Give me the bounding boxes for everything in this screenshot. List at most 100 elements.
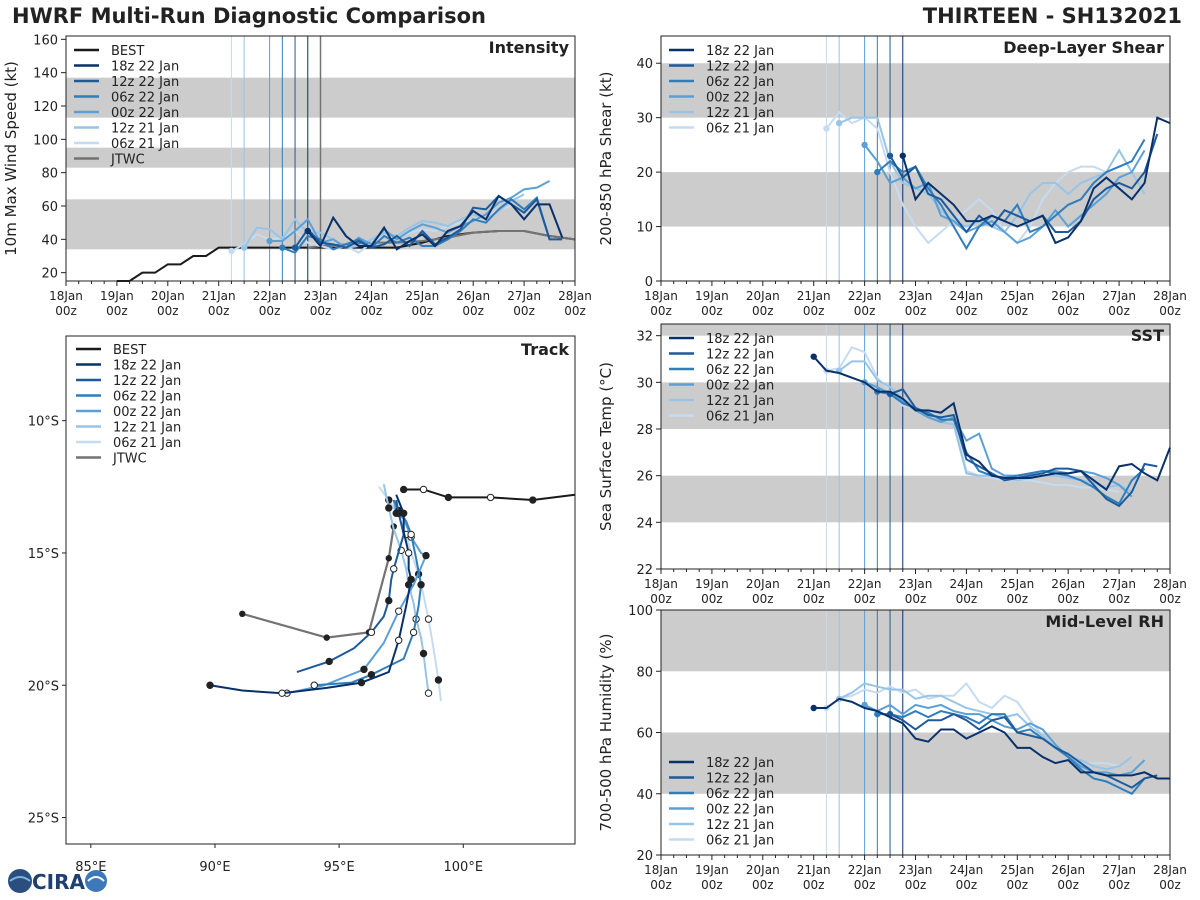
y-tick-label: 24	[636, 516, 653, 531]
y-tick-label: 10	[636, 221, 653, 236]
track-point	[419, 649, 428, 658]
track-point	[310, 681, 318, 689]
y-tick-label: 100	[33, 133, 58, 148]
y-tick-label: 30	[636, 112, 653, 127]
x-tick-label: 00z	[1007, 592, 1029, 606]
legend-label: 06z 22 Jan	[706, 363, 774, 378]
x-tick-label: 22Jan	[848, 863, 882, 877]
x-tick-label: 00z	[803, 592, 825, 606]
y-tick-label: 25°S	[28, 812, 59, 827]
y-tick-label: 20°S	[28, 679, 59, 694]
series-start-point	[279, 244, 286, 251]
series-line-06z-21-Jan	[825, 110, 1120, 245]
x-tick-label: 00z	[650, 304, 672, 318]
x-tick-label: 00z	[1108, 304, 1130, 318]
x-tick-label: 18Jan	[644, 577, 678, 591]
series-start-point	[810, 353, 817, 360]
track-point	[434, 676, 443, 684]
series-line-12z-22-Jan	[889, 713, 1158, 789]
x-tick-label: 00z	[905, 304, 927, 318]
y-axis-label: Sea Surface Temp (°C)	[597, 362, 615, 531]
legend-label: 06z 21 Jan	[113, 436, 181, 451]
x-tick-label: 00z	[513, 304, 535, 318]
x-tick-label: 00z	[412, 304, 434, 318]
series-line-12z-22-Jan	[889, 133, 1159, 234]
legend-label: 18z 22 Jan	[706, 44, 774, 59]
y-tick-label: 10°S	[28, 415, 59, 430]
legend-label: 06z 22 Jan	[706, 75, 774, 90]
chart-sst: 22242628303218Jan00z19Jan00z20Jan00z21Ja…	[597, 323, 1187, 606]
x-tick-label: 23Jan	[899, 289, 933, 303]
x-tick-label: 00z	[803, 304, 825, 318]
x-tick-label: 00z	[854, 304, 876, 318]
track-point	[424, 689, 433, 697]
y-axis-label: 700-500 hPa Humidity (%)	[597, 633, 615, 831]
logo-text: CIRA	[32, 870, 86, 894]
x-tick-label: 28Jan	[1153, 577, 1187, 591]
plot-frame	[65, 335, 576, 845]
y-tick-label: 80	[636, 665, 653, 680]
x-tick-label: 19Jan	[695, 863, 729, 877]
y-tick-label: 100	[628, 604, 653, 619]
series-line-18z-22-Jan	[901, 116, 1171, 245]
x-tick-label: 28Jan	[1153, 863, 1187, 877]
series-line-00z-22-Jan	[269, 180, 551, 249]
y-tick-label: 140	[33, 67, 58, 82]
x-tick-label: 22Jan	[253, 289, 287, 303]
shade-band	[661, 63, 1170, 118]
track-point	[395, 636, 403, 644]
x-tick-label: 24Jan	[950, 577, 984, 591]
x-tick-label: 00z	[854, 592, 876, 606]
x-tick-label: 26Jan	[1051, 577, 1085, 591]
legend-label: 06z 22 Jan	[111, 91, 179, 106]
y-tick-label: 40	[636, 788, 653, 803]
series-start-point	[899, 152, 906, 159]
x-tick-label: 00z	[1057, 592, 1079, 606]
series-start-point	[304, 227, 311, 235]
x-tick-label: 00z	[361, 304, 383, 318]
series-line-12z-21-Jan	[838, 682, 1133, 771]
x-tick-label: 00z	[752, 878, 774, 892]
x-tick-label: 00z	[905, 592, 927, 606]
legend-label: 18z 22 Jan	[706, 756, 774, 771]
legend-label: 06z 21 Jan	[111, 137, 179, 152]
series-line-18z-22-Jan	[813, 697, 1170, 780]
x-tick-label: 28Jan	[1153, 289, 1187, 303]
panel-title: Track	[521, 340, 569, 359]
y-tick-label: 28	[636, 423, 653, 438]
legend-label: JTWC	[112, 452, 147, 467]
legend-label: 06z 22 Jan	[706, 787, 774, 802]
x-tick-label: 25Jan	[1000, 289, 1034, 303]
y-tick-label: 40	[636, 57, 653, 72]
x-tick-label: 00z	[1159, 878, 1181, 892]
series-line-12z-22-Jan	[889, 388, 1158, 508]
x-tick-label: 00z	[701, 304, 723, 318]
x-tick-label: 00z	[157, 304, 179, 318]
legend-label: 06z 21 Jan	[706, 834, 774, 849]
series-start-point	[823, 125, 830, 132]
x-tick-label: 21Jan	[797, 863, 831, 877]
y-tick-label: 0	[645, 275, 653, 290]
series-line-06z-21-Jan	[826, 346, 1120, 493]
panel-title: Deep-Layer Shear	[1003, 38, 1164, 57]
x-tick-label: 00z	[905, 878, 927, 892]
y-tick-label: 30	[636, 376, 653, 391]
x-tick-label: 24Jan	[355, 289, 389, 303]
legend-label: 06z 21 Jan	[706, 122, 774, 137]
x-tick-label: 00z	[564, 304, 586, 318]
series-start-point	[228, 247, 235, 255]
x-tick-label: 95°E	[323, 860, 354, 875]
x-tick-label: 19Jan	[695, 289, 729, 303]
chart-shear: 01020304018Jan00z19Jan00z20Jan00z21Jan00…	[597, 35, 1187, 318]
x-tick-label: 00z	[1007, 304, 1029, 318]
series-start-point	[886, 152, 894, 159]
chart-track: 10°S15°S20°S25°S85°E 90°E 95°E 100°ETrackBE…	[28, 335, 576, 875]
x-tick-label: 23Jan	[304, 289, 338, 303]
x-tick-label: 25Jan	[1000, 863, 1034, 877]
legend-label: 12z 21 Jan	[706, 394, 774, 409]
x-tick-label: 00z	[1108, 592, 1130, 606]
legend-label: 12z 21 Jan	[706, 106, 774, 121]
y-tick-label: 120	[33, 100, 58, 115]
legend-label: JTWC	[110, 153, 145, 168]
jtwc-track-point	[385, 555, 392, 562]
